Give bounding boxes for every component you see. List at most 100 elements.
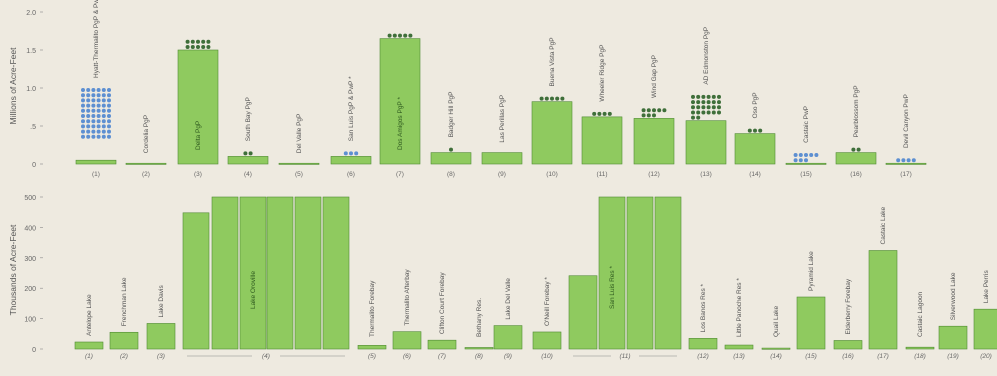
top-bar-label: South Bay PgP [245, 97, 252, 141]
bottom-bar-label: Silverwood Lake [950, 272, 957, 320]
unit-dot-green [696, 100, 701, 105]
top-category-label: (9) [498, 171, 506, 178]
top-bar [885, 162, 927, 165]
bottom-category-label: (1) [85, 353, 93, 360]
unit-dot-blue [107, 134, 111, 139]
reservoirs-chart: Thousands of Acre-Feet 0100200300400500 … [8, 195, 997, 360]
unit-dot-green [190, 45, 195, 49]
bottom-category-label: (20) [980, 353, 992, 360]
unit-dot-green [597, 111, 602, 116]
top-bar-label: Cordelia PgP [143, 115, 150, 153]
top-category-label: (5) [295, 171, 303, 178]
bottom-y-tick-label: 300 [24, 256, 36, 263]
bottom-category-label: (18) [914, 353, 926, 360]
top-bar [481, 152, 523, 165]
bottom-bar-label: Los Banos Res * [700, 283, 707, 332]
top-category-label: (1) [92, 171, 100, 178]
top-category-label: (7) [396, 171, 404, 178]
bottom-category-label: (5) [368, 353, 376, 360]
bottom-y-tick-label: 400 [24, 225, 36, 232]
bottom-bar [239, 196, 267, 350]
unit-dot-blue [91, 103, 96, 108]
bottom-bar-label: Lake Perris [983, 270, 990, 304]
top-bar [581, 116, 623, 165]
top-bar [531, 101, 573, 165]
unit-dot-blue [101, 98, 106, 103]
unit-dot-blue [101, 93, 106, 98]
unit-dot-blue [86, 114, 91, 118]
bottom-bar [973, 308, 997, 350]
top-bar-label: Pearblossom PgP [853, 85, 860, 137]
unit-dot-green [758, 128, 763, 133]
unit-dot-blue [107, 93, 111, 98]
bottom-bar-label: Lake Oroville [250, 271, 257, 309]
unit-dot-green [691, 110, 695, 115]
unit-dot-blue [107, 114, 111, 118]
unit-dot-blue [81, 124, 85, 129]
top-bar-label: Hyatt-Thermalito PgP & PwP [93, 0, 100, 78]
top-bar [785, 162, 827, 165]
unit-dot-blue [91, 124, 96, 129]
bottom-bar [427, 339, 457, 350]
bottom-category-label: (9) [504, 353, 512, 360]
unit-dot-blue [798, 158, 803, 163]
bottom-bar-label: Castaic Lagoon [917, 291, 924, 337]
unit-dot-green [701, 100, 706, 105]
unit-dot-blue [911, 158, 916, 163]
unit-dot-blue [86, 98, 91, 103]
unit-dot-green [696, 105, 701, 110]
bottom-bar [392, 331, 422, 350]
top-category-label: (11) [596, 171, 607, 178]
unit-dot-blue [107, 88, 111, 92]
unit-dot-blue [81, 103, 85, 108]
top-bar-label: Las Perillas PgP [499, 95, 506, 143]
bottom-bar-label: Lake Del Valle [505, 278, 512, 320]
unit-dot-blue [81, 98, 85, 103]
unit-dot-blue [896, 158, 901, 163]
bottom-category-label: (8) [475, 353, 483, 360]
unit-dot-green [657, 108, 662, 113]
top-category-label: (15) [800, 171, 812, 178]
unit-dot-green [602, 111, 607, 116]
bottom-category-label: (16) [842, 353, 854, 360]
unit-dot-blue [86, 129, 91, 134]
top-bar-labels: Hyatt-Thermalito PgP & PwP Cordelia PgP De… [93, 0, 910, 153]
unit-dot-green [449, 147, 453, 152]
unit-dot-blue [101, 119, 106, 124]
unit-dot-green [206, 45, 211, 49]
top-y-tick-label: 1.5 [26, 48, 36, 55]
bottom-category-label: (13) [733, 353, 745, 360]
unit-dot-green [646, 108, 651, 113]
unit-dot-green [544, 96, 549, 101]
bottom-bar [357, 345, 387, 350]
unit-dot-green [691, 115, 695, 120]
bottom-bar [493, 325, 523, 350]
bottom-category-label: (11) [619, 353, 630, 360]
bottom-bar-label: Antelope Lake [86, 294, 93, 336]
top-bar-label: Badger Hill PgP [448, 92, 455, 138]
unit-dot-green [696, 94, 701, 99]
unit-dot-blue [91, 98, 96, 103]
top-unit-dots [81, 33, 916, 163]
bottom-bar [532, 331, 562, 350]
bottom-category-label: (14) [770, 353, 782, 360]
unit-dot-blue [91, 108, 96, 113]
bottom-bars [74, 196, 997, 350]
unit-dot-green [701, 94, 706, 99]
bottom-y-axis-label: Thousands of Acre-Feet [8, 224, 18, 315]
bottom-bar [868, 250, 898, 350]
top-category-label: (4) [244, 171, 252, 178]
unit-dot-blue [349, 151, 353, 156]
unit-dot-green [607, 111, 612, 116]
unit-dot-blue [86, 124, 91, 129]
bottom-bar-labels: Antelope Lake Frenchman Lake Lake Davis Lak… [86, 207, 990, 337]
bottom-bar [796, 296, 826, 350]
unit-dot-green [662, 108, 667, 113]
bottom-bar-label: Clifton Court Forebay [439, 272, 446, 335]
unit-dot-green [691, 105, 695, 110]
bottom-bar-label: Castaic Lake [880, 207, 887, 245]
unit-dot-blue [107, 98, 111, 103]
unit-dot-green [196, 39, 200, 44]
unit-dot-blue [101, 129, 106, 134]
top-y-tick-label: 2.0 [26, 10, 36, 17]
